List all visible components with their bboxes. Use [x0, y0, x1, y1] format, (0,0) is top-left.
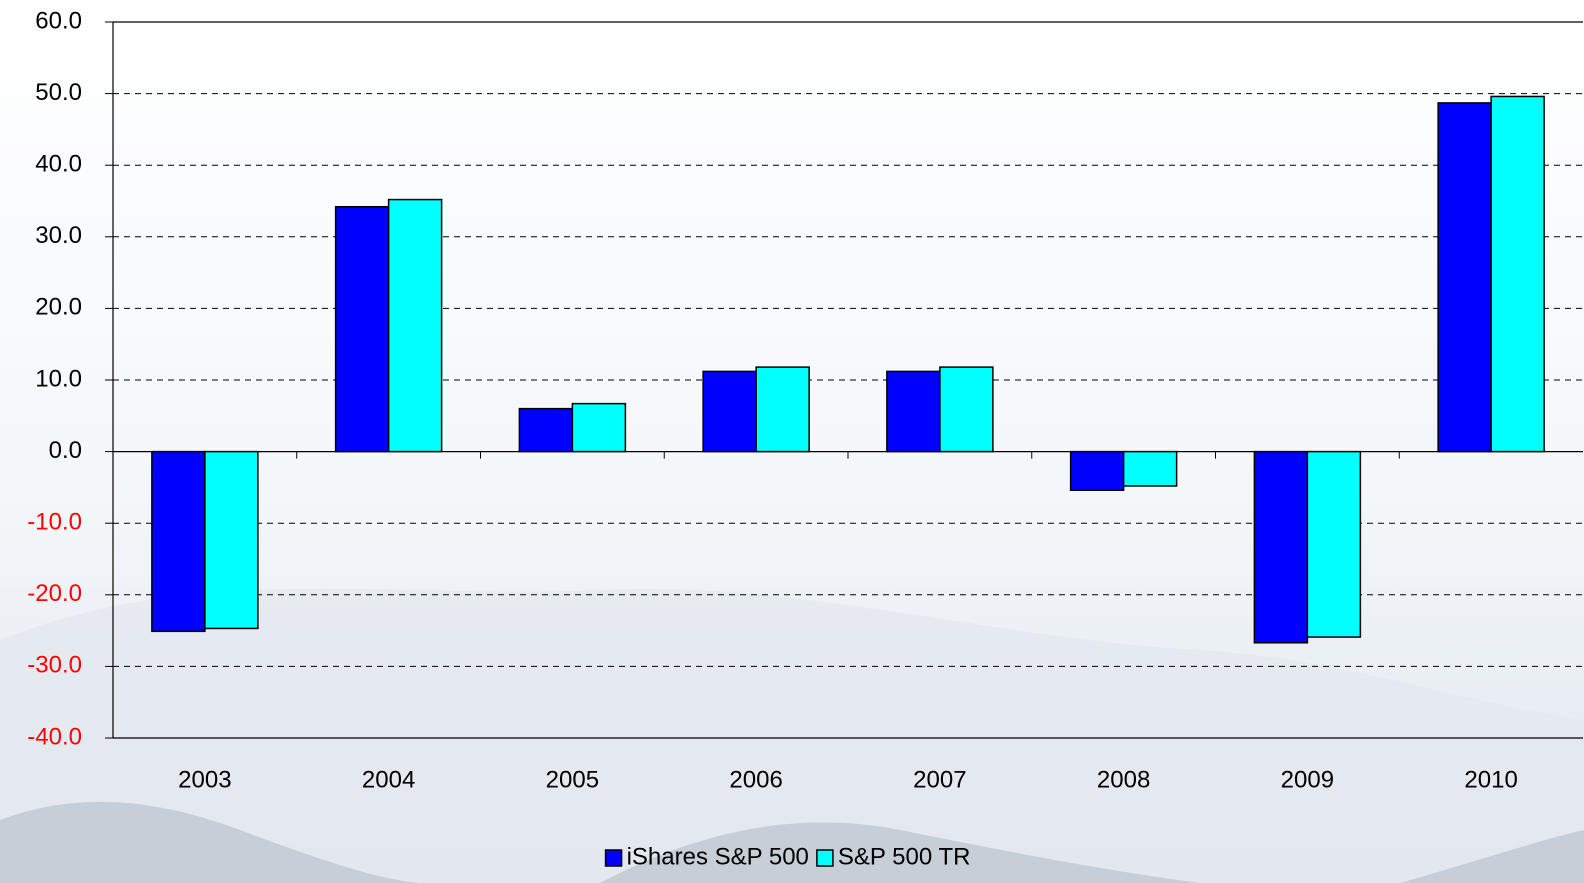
- bar: [1438, 103, 1491, 452]
- y-tick-label: 50.0: [35, 79, 82, 106]
- legend-swatch: [606, 850, 622, 866]
- y-tick-label: -30.0: [27, 652, 82, 679]
- page: {"chart_data": { "type": "bar", "categor…: [0, 0, 1584, 883]
- y-tick-label: 40.0: [35, 151, 82, 178]
- bar: [519, 409, 572, 452]
- bar: [152, 452, 205, 632]
- legend-swatch: [817, 850, 833, 866]
- y-tick-label: 20.0: [35, 294, 82, 321]
- bar: [1307, 452, 1360, 637]
- bar: [1124, 452, 1177, 486]
- x-tick-label: 2007: [913, 766, 966, 793]
- x-tick-label: 2004: [362, 766, 415, 793]
- bar: [1254, 452, 1307, 643]
- bar: [756, 367, 809, 451]
- bar: [703, 371, 756, 451]
- legend-item: S&P 500 TR: [817, 843, 971, 870]
- bar: [1491, 96, 1544, 451]
- x-tick-label: 2006: [729, 766, 782, 793]
- x-tick-label: 2008: [1097, 766, 1150, 793]
- x-tick-label: 2003: [178, 766, 231, 793]
- bar: [205, 452, 258, 629]
- x-tick-label: 2009: [1281, 766, 1334, 793]
- y-tick-label: -20.0: [27, 580, 82, 607]
- legend-label: S&P 500 TR: [838, 843, 971, 870]
- y-tick-label: 0.0: [49, 437, 82, 464]
- bar: [887, 371, 940, 451]
- bar: [389, 200, 442, 452]
- legend-item: iShares S&P 500: [606, 843, 809, 870]
- y-tick-label: -10.0: [27, 509, 82, 536]
- legend-label: iShares S&P 500: [627, 843, 809, 870]
- bar: [1071, 452, 1124, 491]
- x-tick-label: 2005: [546, 766, 599, 793]
- y-tick-label: -40.0: [27, 723, 82, 750]
- y-tick-label: 10.0: [35, 365, 82, 392]
- bar: [940, 367, 993, 451]
- bar: [572, 404, 625, 452]
- y-tick-label: 30.0: [35, 222, 82, 249]
- y-tick-label: 60.0: [35, 7, 82, 34]
- chart: -40.0 -30.0 -20.0 -10.0 0.0 10.0 20.0 30.0 40.0 5…: [0, 0, 1584, 883]
- bar: [336, 207, 389, 452]
- x-tick-label: 2010: [1464, 766, 1517, 793]
